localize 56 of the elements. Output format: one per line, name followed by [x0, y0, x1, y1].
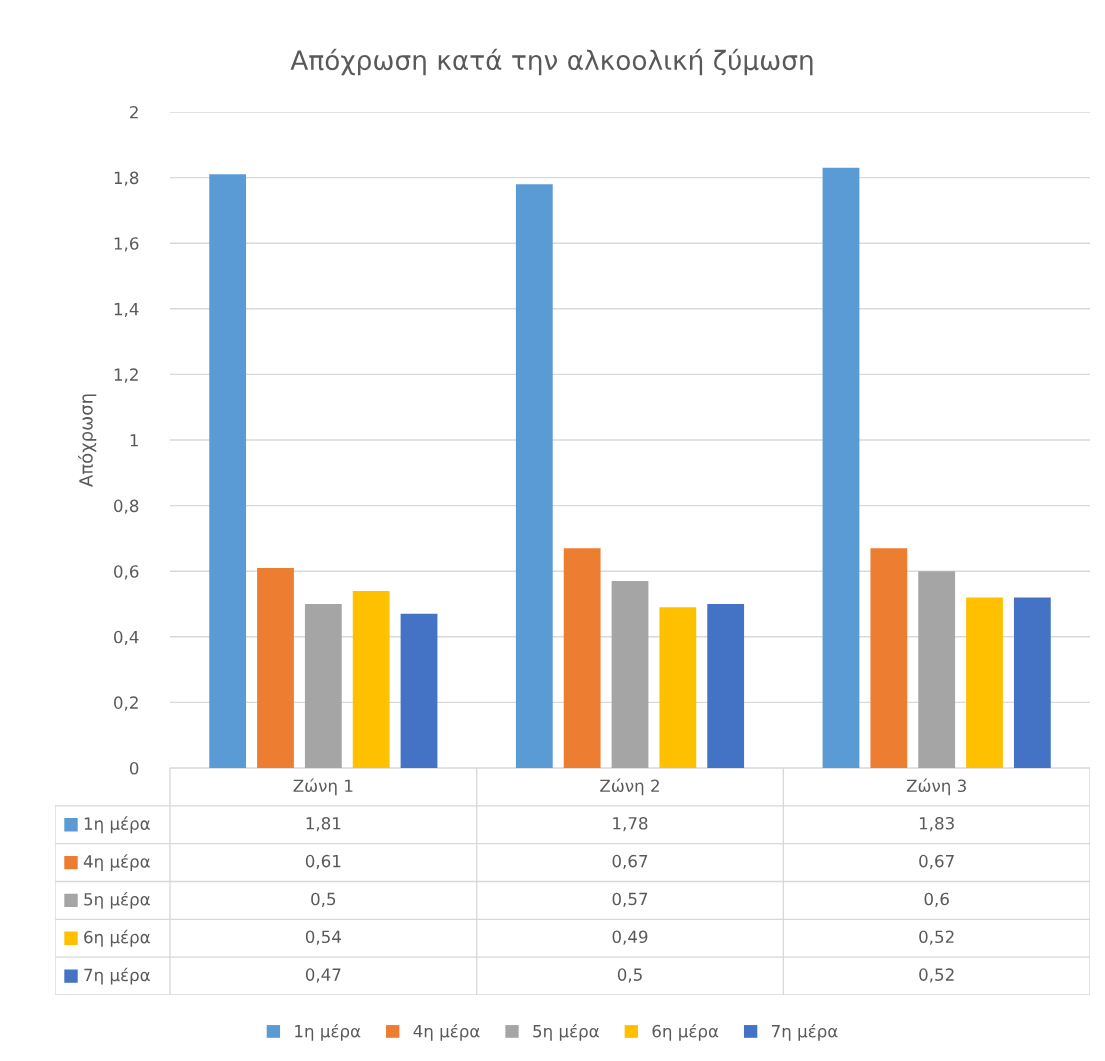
bar [515, 184, 553, 768]
data-label: 0,61 [305, 854, 341, 870]
y-tick-label: 1,4 [114, 302, 139, 318]
data-label: 0,67 [612, 854, 648, 870]
y-axis-title: Απόχρωση [78, 394, 97, 487]
data-label: 0,67 [919, 854, 954, 870]
legend-label: 6η μέρα [652, 1023, 719, 1041]
data-label: 0,52 [919, 930, 954, 945]
text: 6η μέρα [84, 929, 150, 947]
legend-label: 4η μέρα [83, 854, 150, 871]
bar [352, 590, 390, 768]
x-tick-label: Ζώνη 2 [600, 778, 659, 796]
bar [966, 597, 1003, 768]
bar [209, 174, 247, 768]
bar [659, 607, 697, 768]
data-label: 0,5 [311, 892, 336, 907]
chart-title: Απόχρωση κατά την αλκοολική ζύμωση [290, 48, 813, 76]
data-label: 0,57 [612, 892, 648, 907]
y-tick-label: 0,6 [114, 565, 139, 580]
text: 4η μέρα [413, 1023, 480, 1041]
y-tick-label: 1,2 [114, 368, 138, 383]
data-label: 0,52 [919, 968, 954, 983]
text: 7η μέρα [84, 967, 150, 985]
bar [918, 571, 956, 768]
y-tick-label: 0 [129, 761, 139, 775]
bar [1013, 597, 1051, 768]
data-label: 0,54 [305, 930, 341, 945]
y-tick-label: 1,6 [114, 237, 139, 252]
data-label: 0,5 [617, 968, 642, 983]
legend-label: 1η μέρα [84, 816, 150, 834]
y-tick-label: 2 [130, 105, 138, 119]
text: 5η μέρα [533, 1023, 599, 1041]
data-label: 1,78 [613, 816, 648, 832]
data-label: 0,49 [612, 930, 648, 945]
data-label: 1,83 [919, 816, 954, 832]
bar [707, 604, 745, 768]
bar [257, 567, 294, 768]
y-tick-label: 0,2 [114, 696, 138, 711]
text: 1η μέρα [295, 1023, 361, 1041]
data-label: 0,47 [305, 968, 341, 983]
bar [563, 548, 601, 768]
bar [611, 581, 649, 768]
x-tick-label: Ζώνη 3 [906, 778, 966, 796]
y-tick-label: 1 [130, 434, 138, 447]
bar [822, 167, 860, 768]
y-tick-label: 0,4 [114, 630, 139, 646]
bar [400, 613, 438, 768]
bar [304, 604, 342, 768]
legend-label: 5η μέρα [84, 892, 150, 909]
legend-label: 7η μέρα [772, 1023, 838, 1041]
y-tick-label: 1,8 [114, 171, 139, 186]
data-label: 1,81 [306, 816, 341, 832]
x-tick-label: Ζώνη 1 [293, 778, 353, 796]
y-tick-label: 0,8 [114, 499, 139, 514]
data-label: 0,6 [924, 892, 949, 907]
bar [870, 548, 908, 768]
